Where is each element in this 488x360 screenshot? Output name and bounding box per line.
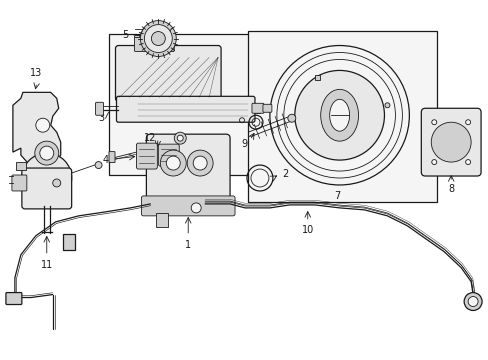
Text: 6: 6 bbox=[301, 117, 307, 127]
FancyBboxPatch shape bbox=[141, 196, 235, 216]
Text: 9: 9 bbox=[241, 139, 246, 149]
Bar bbox=[247, 31, 436, 202]
Text: 8: 8 bbox=[447, 184, 453, 194]
FancyBboxPatch shape bbox=[134, 36, 174, 51]
Bar bbox=[62, 234, 75, 250]
Ellipse shape bbox=[329, 99, 349, 131]
FancyBboxPatch shape bbox=[22, 168, 72, 209]
Circle shape bbox=[140, 21, 176, 57]
Circle shape bbox=[431, 159, 436, 165]
Text: 11: 11 bbox=[41, 260, 53, 270]
Circle shape bbox=[40, 146, 54, 160]
Circle shape bbox=[431, 120, 436, 125]
Text: 13: 13 bbox=[30, 68, 42, 78]
Circle shape bbox=[287, 114, 295, 122]
Circle shape bbox=[430, 122, 470, 162]
FancyBboxPatch shape bbox=[421, 108, 480, 176]
Bar bbox=[315, 75, 320, 80]
Bar bbox=[16, 162, 26, 170]
Circle shape bbox=[35, 141, 59, 165]
FancyBboxPatch shape bbox=[12, 175, 27, 191]
Circle shape bbox=[177, 135, 183, 141]
Polygon shape bbox=[13, 92, 61, 170]
Circle shape bbox=[166, 156, 180, 170]
Text: 7: 7 bbox=[334, 191, 340, 201]
Circle shape bbox=[467, 297, 477, 306]
Text: 2: 2 bbox=[281, 169, 287, 179]
Circle shape bbox=[294, 71, 384, 160]
FancyBboxPatch shape bbox=[109, 152, 115, 163]
Text: 5: 5 bbox=[122, 30, 128, 40]
FancyBboxPatch shape bbox=[158, 144, 179, 166]
FancyBboxPatch shape bbox=[6, 293, 22, 305]
Circle shape bbox=[465, 120, 469, 125]
Circle shape bbox=[95, 162, 102, 168]
Bar bbox=[156, 213, 168, 227]
FancyBboxPatch shape bbox=[263, 104, 271, 112]
Circle shape bbox=[384, 103, 389, 108]
Circle shape bbox=[465, 159, 469, 165]
Text: 1: 1 bbox=[185, 240, 191, 250]
Circle shape bbox=[53, 179, 61, 187]
Text: 10: 10 bbox=[301, 225, 313, 235]
Text: 12: 12 bbox=[143, 133, 156, 143]
Circle shape bbox=[36, 118, 50, 132]
Bar bbox=[108, 33, 260, 175]
Text: 4: 4 bbox=[102, 155, 108, 165]
Circle shape bbox=[463, 293, 481, 310]
FancyBboxPatch shape bbox=[95, 102, 103, 115]
FancyBboxPatch shape bbox=[116, 96, 254, 122]
Circle shape bbox=[151, 32, 165, 45]
Circle shape bbox=[193, 156, 207, 170]
FancyBboxPatch shape bbox=[251, 103, 264, 113]
Circle shape bbox=[187, 150, 213, 176]
Text: 3: 3 bbox=[98, 113, 104, 123]
Circle shape bbox=[144, 24, 172, 53]
Circle shape bbox=[191, 203, 201, 213]
FancyBboxPatch shape bbox=[115, 45, 221, 101]
Circle shape bbox=[174, 132, 186, 144]
Circle shape bbox=[160, 150, 186, 176]
FancyBboxPatch shape bbox=[146, 134, 229, 204]
FancyBboxPatch shape bbox=[136, 143, 157, 169]
Circle shape bbox=[22, 153, 72, 203]
Ellipse shape bbox=[320, 89, 358, 141]
